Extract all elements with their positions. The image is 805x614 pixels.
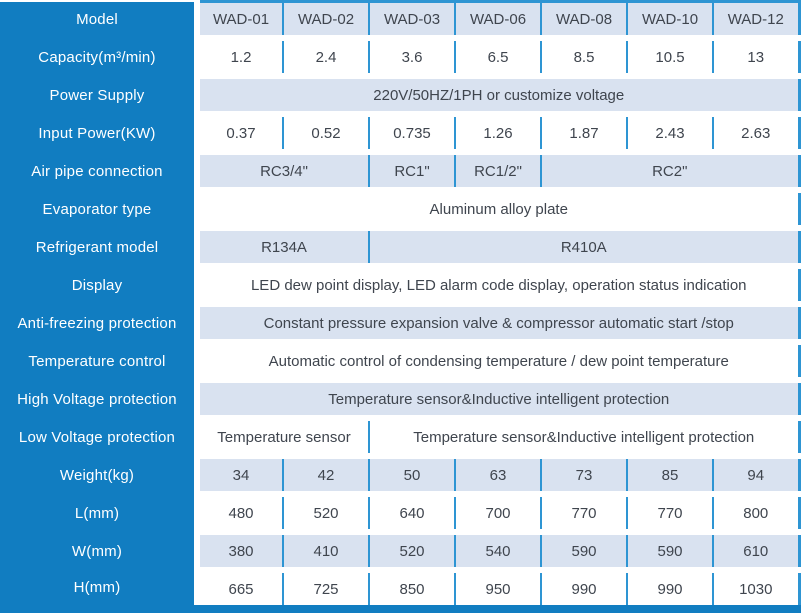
spec-cell: 2.43 — [626, 111, 714, 155]
table-row-capacity: Capacity(m³/min) 1.2 2.4 3.6 6.5 8.5 10.… — [0, 35, 801, 79]
spec-cell: Constant pressure expansion valve & comp… — [196, 301, 801, 345]
spec-cell: WAD-06 — [454, 0, 542, 41]
table-row-input-power: Input Power(KW) 0.37 0.52 0.735 1.26 1.8… — [0, 111, 801, 155]
row-label: Anti-freezing protection — [0, 304, 200, 342]
spec-cell: 990 — [626, 567, 714, 613]
spec-cell: 850 — [368, 567, 456, 613]
table-row-high-voltage: High Voltage protection Temperature sens… — [0, 377, 801, 421]
spec-cell: 590 — [540, 529, 628, 573]
table-row-length: L(mm) 480 520 640 700 770 770 800 — [0, 491, 801, 535]
spec-cell: Aluminum alloy plate — [196, 187, 801, 231]
spec-cell: 63 — [454, 453, 542, 497]
row-label: Weight(kg) — [0, 456, 200, 494]
table-row-refrigerant: Refrigerant model R134A R410A — [0, 225, 801, 269]
table-row-weight: Weight(kg) 34 42 50 63 73 85 94 — [0, 453, 801, 497]
spec-cell: WAD-03 — [368, 0, 456, 41]
spec-cell: RC2" — [540, 149, 801, 193]
spec-cell: R410A — [368, 225, 801, 269]
spec-cell: 725 — [282, 567, 370, 613]
row-label: Display — [0, 266, 200, 304]
table-row-evaporator: Evaporator type Aluminum alloy plate — [0, 187, 801, 231]
spec-cell: 540 — [454, 529, 542, 573]
spec-cell: 2.63 — [712, 111, 801, 155]
table-row-height: H(mm) 665 725 850 950 990 990 1030 — [0, 567, 801, 613]
spec-cell: Temperature sensor&Inductive intelligent… — [368, 415, 801, 459]
spec-cell: 640 — [368, 491, 456, 535]
spec-cell: 1030 — [712, 567, 801, 613]
spec-cell: 3.6 — [368, 35, 456, 79]
row-label: Air pipe connection — [0, 152, 200, 190]
spec-cell: 770 — [540, 491, 628, 535]
table-row-low-voltage: Low Voltage protection Temperature senso… — [0, 415, 801, 459]
spec-cell: Automatic control of condensing temperat… — [196, 339, 801, 383]
spec-cell: 42 — [282, 453, 370, 497]
spec-cell: 13 — [712, 35, 801, 79]
spec-cell: Temperature sensor&Inductive intelligent… — [196, 377, 801, 421]
spec-cell: RC1" — [368, 149, 456, 193]
spec-cell: Temperature sensor — [196, 415, 370, 459]
table-row-model: Model WAD-01 WAD-02 WAD-03 WAD-06 WAD-08… — [0, 0, 801, 41]
spec-cell: R134A — [196, 225, 370, 269]
spec-cell: 0.37 — [196, 111, 284, 155]
row-label: W(mm) — [0, 532, 200, 570]
spec-cell: WAD-12 — [712, 0, 801, 41]
spec-cell: 990 — [540, 567, 628, 613]
spec-cell: 480 — [196, 491, 284, 535]
spec-cell: 0.735 — [368, 111, 456, 155]
row-label: Power Supply — [0, 76, 200, 114]
spec-cell: RC3/4" — [196, 149, 370, 193]
spec-cell: WAD-08 — [540, 0, 628, 41]
row-label: H(mm) — [0, 570, 200, 613]
row-label: Low Voltage protection — [0, 418, 200, 456]
spec-cell: 1.26 — [454, 111, 542, 155]
spec-cell: RC1/2" — [454, 149, 542, 193]
spec-cell: 73 — [540, 453, 628, 497]
spec-cell: 520 — [282, 491, 370, 535]
table-row-width: W(mm) 380 410 520 540 590 590 610 — [0, 529, 801, 573]
row-label: Model — [0, 1, 200, 38]
spec-cell: 2.4 — [282, 35, 370, 79]
spec-cell: 6.5 — [454, 35, 542, 79]
spec-cell: WAD-01 — [196, 0, 284, 41]
spec-cell: 34 — [196, 453, 284, 497]
spec-cell: 1.2 — [196, 35, 284, 79]
spec-cell: 665 — [196, 567, 284, 613]
spec-cell: 1.87 — [540, 111, 628, 155]
table-row-display: Display LED dew point display, LED alarm… — [0, 263, 801, 307]
row-label: Temperature control — [0, 342, 200, 380]
spec-cell: 0.52 — [282, 111, 370, 155]
spec-cell: 50 — [368, 453, 456, 497]
spec-cell: 520 — [368, 529, 456, 573]
table-row-anti-freezing: Anti-freezing protection Constant pressu… — [0, 301, 801, 345]
row-label: Input Power(KW) — [0, 114, 200, 152]
spec-cell: 10.5 — [626, 35, 714, 79]
spec-cell: WAD-02 — [282, 0, 370, 41]
spec-cell: 950 — [454, 567, 542, 613]
table-row-power-supply: Power Supply 220V/50HZ/1PH or customize … — [0, 73, 801, 117]
spec-cell: 590 — [626, 529, 714, 573]
spec-cell: 410 — [282, 529, 370, 573]
table-row-air-pipe: Air pipe connection RC3/4" RC1" RC1/2" R… — [0, 149, 801, 193]
spec-cell: 610 — [712, 529, 801, 573]
spec-cell: WAD-10 — [626, 0, 714, 41]
row-label: Refrigerant model — [0, 228, 200, 266]
spec-cell: 770 — [626, 491, 714, 535]
spec-cell: 700 — [454, 491, 542, 535]
table-row-temperature-control: Temperature control Automatic control of… — [0, 339, 801, 383]
row-label: L(mm) — [0, 494, 200, 532]
spec-cell: 85 — [626, 453, 714, 497]
spec-cell: 94 — [712, 453, 801, 497]
row-label: High Voltage protection — [0, 380, 200, 418]
spec-cell: 380 — [196, 529, 284, 573]
row-label: Evaporator type — [0, 190, 200, 228]
spec-cell: LED dew point display, LED alarm code di… — [196, 263, 801, 307]
spec-cell: 8.5 — [540, 35, 628, 79]
row-label: Capacity(m³/min) — [0, 38, 200, 76]
spec-cell: 800 — [712, 491, 801, 535]
spec-cell: 220V/50HZ/1PH or customize voltage — [196, 73, 801, 117]
